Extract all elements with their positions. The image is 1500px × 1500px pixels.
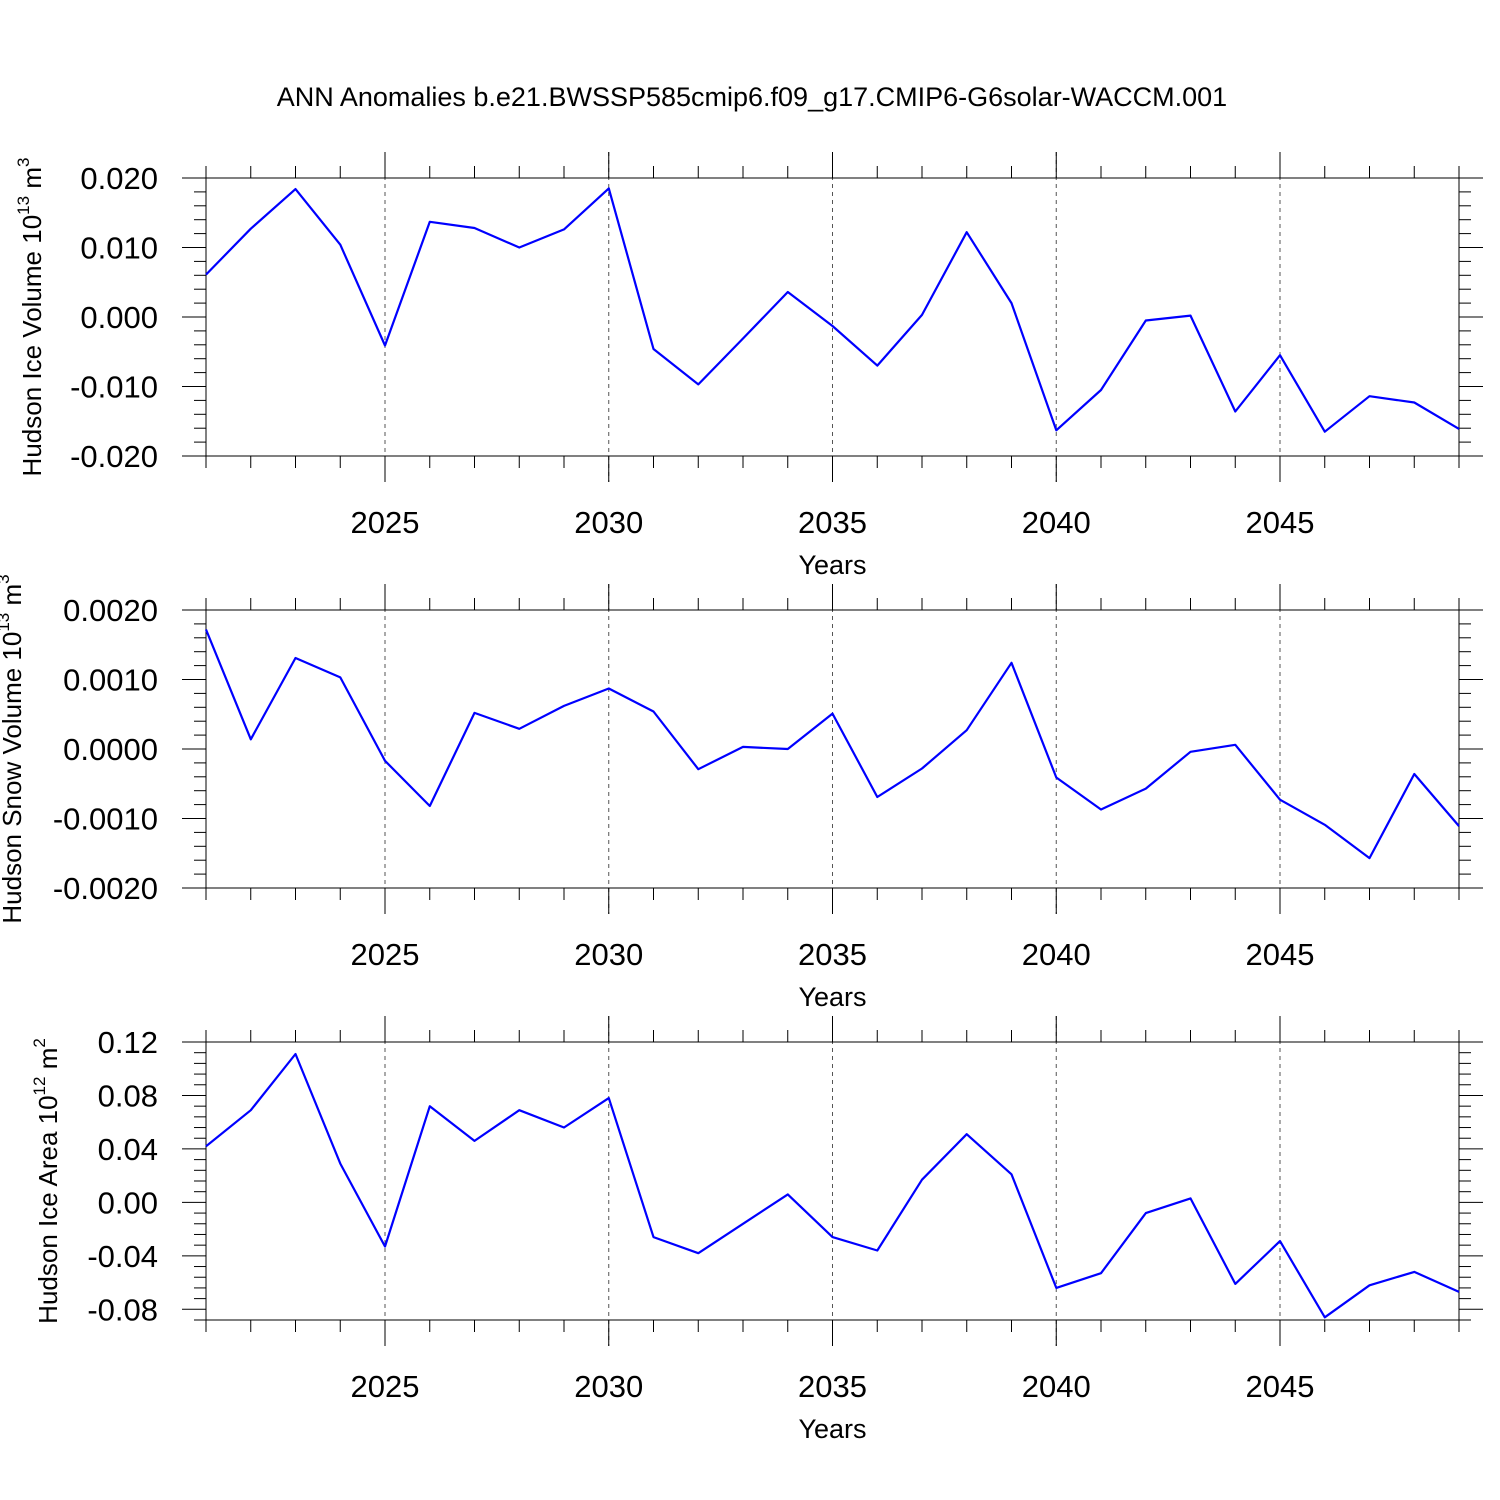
x-axis-label: Years — [798, 550, 866, 580]
y-tick-label: 0.04 — [98, 1132, 158, 1167]
y-tick-label: -0.08 — [87, 1292, 158, 1327]
x-tick-label: 2035 — [798, 1369, 867, 1404]
y-axis-label: Hudson Ice Volume 1013 m3 — [14, 158, 47, 477]
x-tick-label: 2045 — [1246, 1369, 1315, 1404]
x-tick-label: 2045 — [1246, 937, 1315, 972]
x-tick-label: 2030 — [574, 937, 643, 972]
y-tick-label: -0.010 — [70, 370, 158, 405]
panel-ice-volume: -0.020 -0.010 0.000 0.010 0.020 2025 2030 2035 2… — [14, 152, 1483, 580]
y-tick-label: 0.020 — [80, 161, 158, 196]
x-tick-label: 2040 — [1022, 1369, 1091, 1404]
x-axis-label: Years — [798, 982, 866, 1012]
x-tick-label: 2035 — [798, 505, 867, 540]
x-tick-label: 2035 — [798, 937, 867, 972]
panel-snow-volume: -0.0020 -0.0010 0.0000 0.0010 0.0020 2025 2030… — [0, 574, 1483, 1012]
series-line — [205, 1052, 1460, 1319]
y-tick-label: 0.00 — [98, 1185, 158, 1220]
x-tick-label: 2025 — [351, 505, 420, 540]
x-tick-label: 2040 — [1022, 505, 1091, 540]
y-tick-label: 0.08 — [98, 1078, 158, 1113]
figure-title: ANN Anomalies b.e21.BWSSP585cmip6.f09_g1… — [277, 82, 1227, 112]
y-axis-label: Hudson Ice Area 1012 m2 — [30, 1038, 63, 1324]
series-line — [205, 187, 1460, 433]
y-tick-label: 0.12 — [98, 1025, 158, 1060]
y-tick-label: -0.04 — [87, 1239, 158, 1274]
series-line — [204, 629, 1460, 860]
y-tick-label: 0.0020 — [63, 593, 158, 628]
x-tick-label: 2025 — [351, 937, 420, 972]
y-tick-label: 0.010 — [80, 231, 158, 266]
y-tick-label: -0.0020 — [53, 871, 158, 906]
x-tick-label: 2030 — [574, 505, 643, 540]
x-tick-label: 2030 — [574, 1369, 643, 1404]
x-axis-label: Years — [798, 1414, 866, 1444]
y-tick-label: -0.020 — [70, 439, 158, 474]
x-tick-label: 2025 — [351, 1369, 420, 1404]
y-tick-label: 0.0000 — [63, 732, 158, 767]
y-tick-label: 0.0010 — [63, 663, 158, 698]
y-tick-label: -0.0010 — [53, 802, 158, 837]
y-tick-label: 0.000 — [80, 300, 158, 335]
y-axis-label: Hudson Snow Volume 1013 m3 — [0, 574, 27, 923]
x-tick-label: 2040 — [1022, 937, 1091, 972]
x-tick-label: 2045 — [1246, 505, 1315, 540]
panel-ice-area: -0.08 -0.04 0.00 0.04 0.08 0.12 2025 2030 2035 20… — [30, 1016, 1483, 1444]
